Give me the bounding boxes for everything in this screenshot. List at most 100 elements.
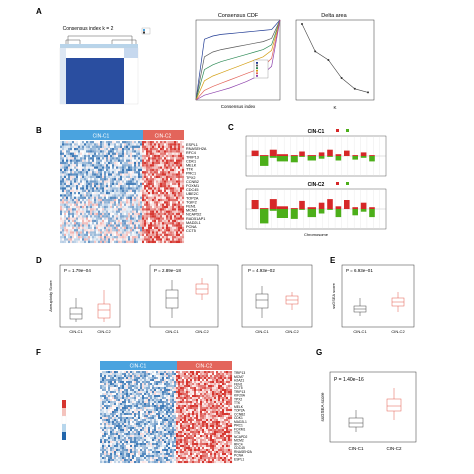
heatmap-cell bbox=[204, 423, 207, 426]
heatmap-cell bbox=[172, 185, 175, 188]
heatmap-cell bbox=[114, 393, 117, 396]
heatmap-cell bbox=[104, 427, 107, 430]
heatmap-cell bbox=[102, 399, 105, 402]
heatmap-cell bbox=[164, 383, 167, 386]
heatmap-cell bbox=[122, 196, 125, 200]
heatmap-cell bbox=[162, 182, 165, 186]
heatmap-cell bbox=[104, 205, 107, 209]
heatmap-cell bbox=[104, 219, 107, 223]
heatmap-cell bbox=[220, 383, 223, 386]
heatmap-cell bbox=[132, 417, 135, 420]
heatmap-cell bbox=[148, 194, 151, 197]
heatmap-cell bbox=[166, 401, 169, 404]
heatmap-cell bbox=[122, 187, 125, 190]
heatmap-cell bbox=[118, 154, 121, 158]
heatmap-cell bbox=[166, 224, 169, 227]
heatmap-cell bbox=[114, 168, 117, 172]
heatmap-cell bbox=[128, 236, 131, 239]
heatmap-cell bbox=[166, 421, 169, 424]
heatmap-cell bbox=[134, 425, 137, 428]
heatmap-cell bbox=[178, 178, 181, 181]
heatmap-cell bbox=[170, 383, 173, 386]
heatmap-cell bbox=[164, 409, 167, 412]
heatmap-cell bbox=[130, 182, 133, 186]
heatmap-cell bbox=[162, 141, 165, 144]
heatmap-cell bbox=[62, 159, 65, 162]
heatmap-cell bbox=[210, 393, 213, 396]
heatmap-cell bbox=[160, 203, 163, 206]
heatmap-cell bbox=[72, 178, 75, 181]
heatmap-cell bbox=[184, 387, 187, 390]
heatmap-cell bbox=[142, 212, 145, 216]
cnv-c2-legend bbox=[336, 182, 349, 185]
heatmap-cell bbox=[170, 201, 173, 204]
heatmap-cell bbox=[144, 164, 147, 167]
heatmap-cell bbox=[110, 371, 113, 374]
heatmap-cell bbox=[90, 175, 93, 179]
heatmap-cell bbox=[168, 405, 171, 408]
heatmap-cell bbox=[144, 224, 147, 227]
heatmap-cell bbox=[164, 425, 167, 428]
heatmap-cell bbox=[108, 208, 111, 211]
heatmap-cell bbox=[84, 219, 87, 223]
heatmap-cell bbox=[94, 226, 97, 230]
heatmap-cell bbox=[154, 417, 157, 420]
heatmap-cell bbox=[120, 397, 123, 400]
heatmap-cell bbox=[92, 208, 95, 211]
heatmap-cell bbox=[148, 377, 151, 380]
heatmap-cell bbox=[212, 395, 215, 398]
heatmap-cell bbox=[76, 196, 79, 200]
heatmap-cell bbox=[188, 407, 191, 410]
heatmap-cell bbox=[98, 224, 101, 227]
heatmap-cell bbox=[148, 397, 151, 400]
heatmap-cell bbox=[128, 233, 131, 237]
heatmap-cell bbox=[82, 222, 85, 225]
heatmap-cell bbox=[150, 208, 153, 211]
heatmap-cell bbox=[172, 403, 175, 406]
heatmap-cell bbox=[210, 395, 213, 398]
heatmap-cell bbox=[86, 205, 89, 209]
heatmap-cell bbox=[170, 164, 173, 167]
heatmap-cell bbox=[170, 411, 173, 414]
heatmap-cell bbox=[144, 208, 147, 211]
heatmap-cell bbox=[164, 159, 167, 162]
heatmap-cell bbox=[96, 217, 99, 220]
heatmap-cell bbox=[136, 427, 139, 430]
heatmap-cell bbox=[144, 161, 147, 165]
heatmap-cell bbox=[68, 219, 71, 223]
heatmap-cell bbox=[122, 161, 125, 165]
delta-area-chart: Delta area K bbox=[295, 13, 375, 110]
heatmap-cell bbox=[82, 226, 85, 230]
cnv-loss-bar bbox=[369, 209, 375, 218]
heatmap-cell bbox=[194, 409, 197, 412]
heatmap-cell bbox=[168, 377, 171, 380]
heatmap-cell bbox=[150, 201, 153, 204]
heatmap-cell bbox=[164, 143, 167, 146]
heatmap-cell bbox=[168, 387, 171, 390]
heatmap-cell bbox=[96, 152, 99, 155]
heatmap-cell bbox=[226, 421, 229, 424]
heatmap-cell bbox=[118, 419, 121, 422]
heatmap-cell bbox=[114, 429, 117, 432]
cnv-gain-bar bbox=[344, 150, 350, 156]
heatmap-cell bbox=[174, 411, 177, 414]
heatmap-cell bbox=[156, 399, 159, 402]
heatmap-cell bbox=[140, 152, 143, 155]
heatmap-cell bbox=[78, 185, 81, 188]
heatmap-cell bbox=[78, 229, 81, 232]
heatmap-cell bbox=[162, 196, 165, 200]
heatmap-cell bbox=[150, 212, 153, 216]
heatmap-cell bbox=[196, 427, 199, 430]
heatmap-cell bbox=[128, 161, 131, 165]
heatmap-cell bbox=[178, 411, 181, 414]
heatmap-cell bbox=[124, 219, 127, 223]
heatmap-cell bbox=[122, 164, 125, 167]
heatmap-cell bbox=[164, 421, 167, 424]
heatmap-cell bbox=[120, 417, 123, 420]
heatmap-cell bbox=[148, 407, 151, 410]
heatmap-cell bbox=[200, 375, 203, 378]
heatmap-cell bbox=[158, 212, 161, 216]
heatmap-cell bbox=[156, 145, 159, 149]
heatmap-cell bbox=[98, 189, 101, 193]
heatmap-cell bbox=[180, 238, 183, 241]
